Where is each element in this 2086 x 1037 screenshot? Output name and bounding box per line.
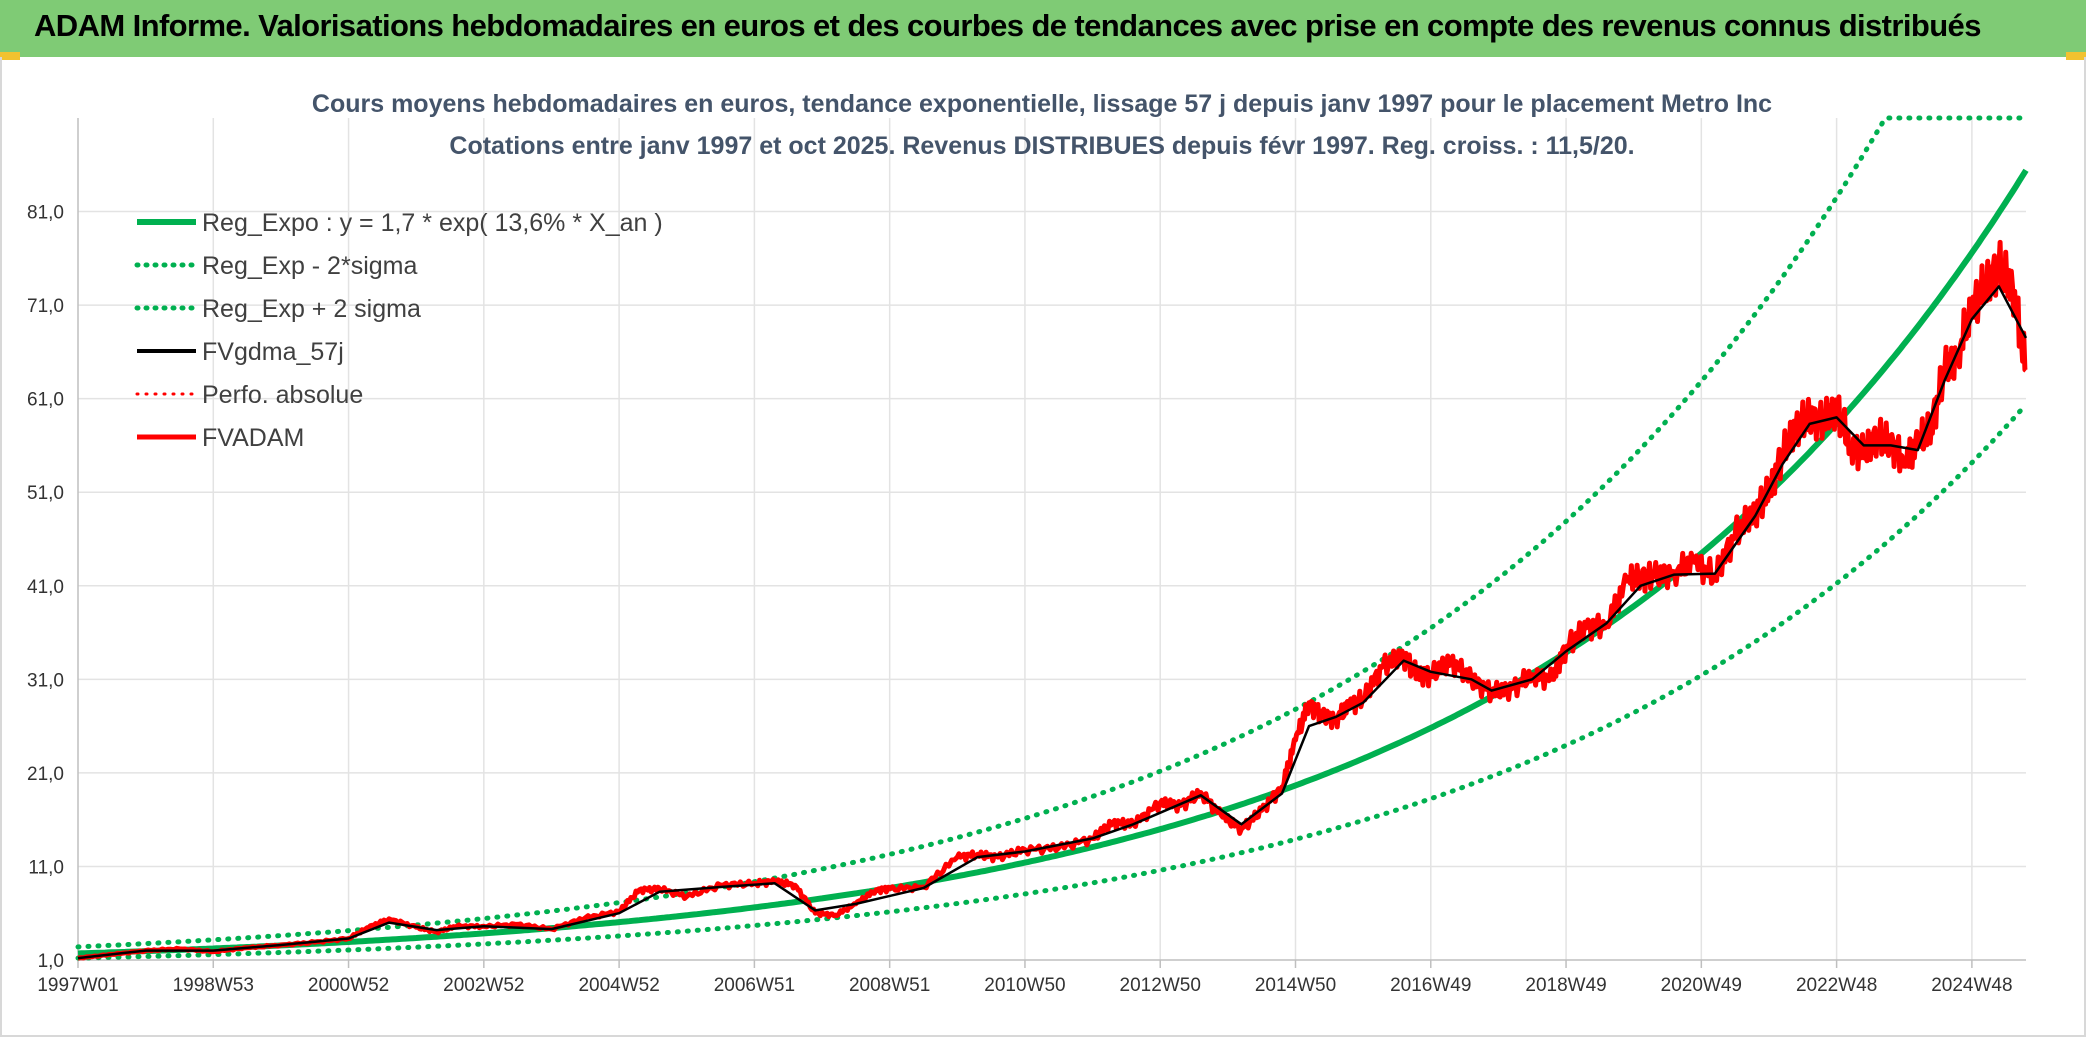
reg-exp-minus-2sigma-line	[75, 401, 2029, 961]
x-tick-label: 1997W01	[37, 975, 118, 996]
fvadam-line	[77, 239, 2028, 961]
banner-corner-left	[0, 52, 20, 60]
y-tick-label: 31,0	[27, 670, 64, 691]
legend-label: Reg_Exp + 2 sigma	[202, 295, 421, 323]
x-tick-label: 2008W51	[849, 975, 930, 996]
fvgdma-line	[77, 285, 2028, 960]
x-tick-label: 1998W53	[173, 975, 254, 996]
legend-label: Reg_Exp - 2*sigma	[202, 252, 417, 280]
y-tick-label: 51,0	[27, 483, 64, 504]
y-tick-label: 41,0	[27, 577, 64, 598]
report-banner: ADAM Informe. Valorisations hebdomadaire…	[0, 0, 2086, 57]
banner-corner-right	[2066, 52, 2086, 60]
x-tick-label: 2018W49	[1525, 975, 1606, 996]
x-tick-label: 2004W52	[578, 975, 659, 996]
x-tick-label: 2022W48	[1796, 975, 1877, 996]
x-tick-label: 2006W51	[714, 975, 795, 996]
x-tick-label: 2012W50	[1120, 975, 1201, 996]
y-tick-label: 21,0	[27, 764, 64, 785]
y-tick-labels: 1,0 11,0 21,0 31,0 41,0 51,0 61,0 71,0 81,0	[27, 203, 64, 972]
axes	[77, 118, 2026, 961]
legend: Reg_Expo : y = 1,7 * exp( 13,6% * X_an )…	[134, 209, 663, 452]
y-tick-label: 61,0	[27, 390, 64, 411]
legend-label: Perfo. absolue	[202, 381, 363, 409]
series	[75, 115, 2029, 961]
legend-label: FVADAM	[202, 424, 304, 452]
x-tick-label: 2020W49	[1661, 975, 1742, 996]
chart-subtitle: Cotations entre janv 1997 et oct 2025. R…	[449, 132, 1634, 160]
legend-label: FVgdma_57j	[202, 338, 344, 366]
x-tick-label: 2016W49	[1390, 975, 1471, 996]
x-tick-label: 2000W52	[308, 975, 389, 996]
report-title: ADAM Informe. Valorisations hebdomadaire…	[34, 8, 1981, 43]
x-tick-labels: 1997W01 1998W53 2000W52 2002W52 2004W52 2006W…	[37, 975, 2012, 996]
x-tick-label: 2014W50	[1255, 975, 1336, 996]
x-tick-label: 2010W50	[984, 975, 1065, 996]
reg-expo-line	[77, 168, 2029, 957]
y-tick-label: 71,0	[27, 296, 64, 317]
x-tick-label: 2024W48	[1931, 975, 2012, 996]
chart-title: Cours moyens hebdomadaires en euros, ten…	[312, 90, 1772, 118]
chart-frame	[0, 57, 2086, 1037]
y-tick-label: 11,0	[28, 857, 64, 878]
grid	[77, 118, 2026, 968]
x-tick-label: 2002W52	[443, 975, 524, 996]
y-tick-label: 81,0	[27, 203, 64, 224]
legend-label: Reg_Expo : y = 1,7 * exp( 13,6% * X_an )	[202, 209, 663, 237]
y-tick-label: 1,0	[38, 951, 64, 972]
